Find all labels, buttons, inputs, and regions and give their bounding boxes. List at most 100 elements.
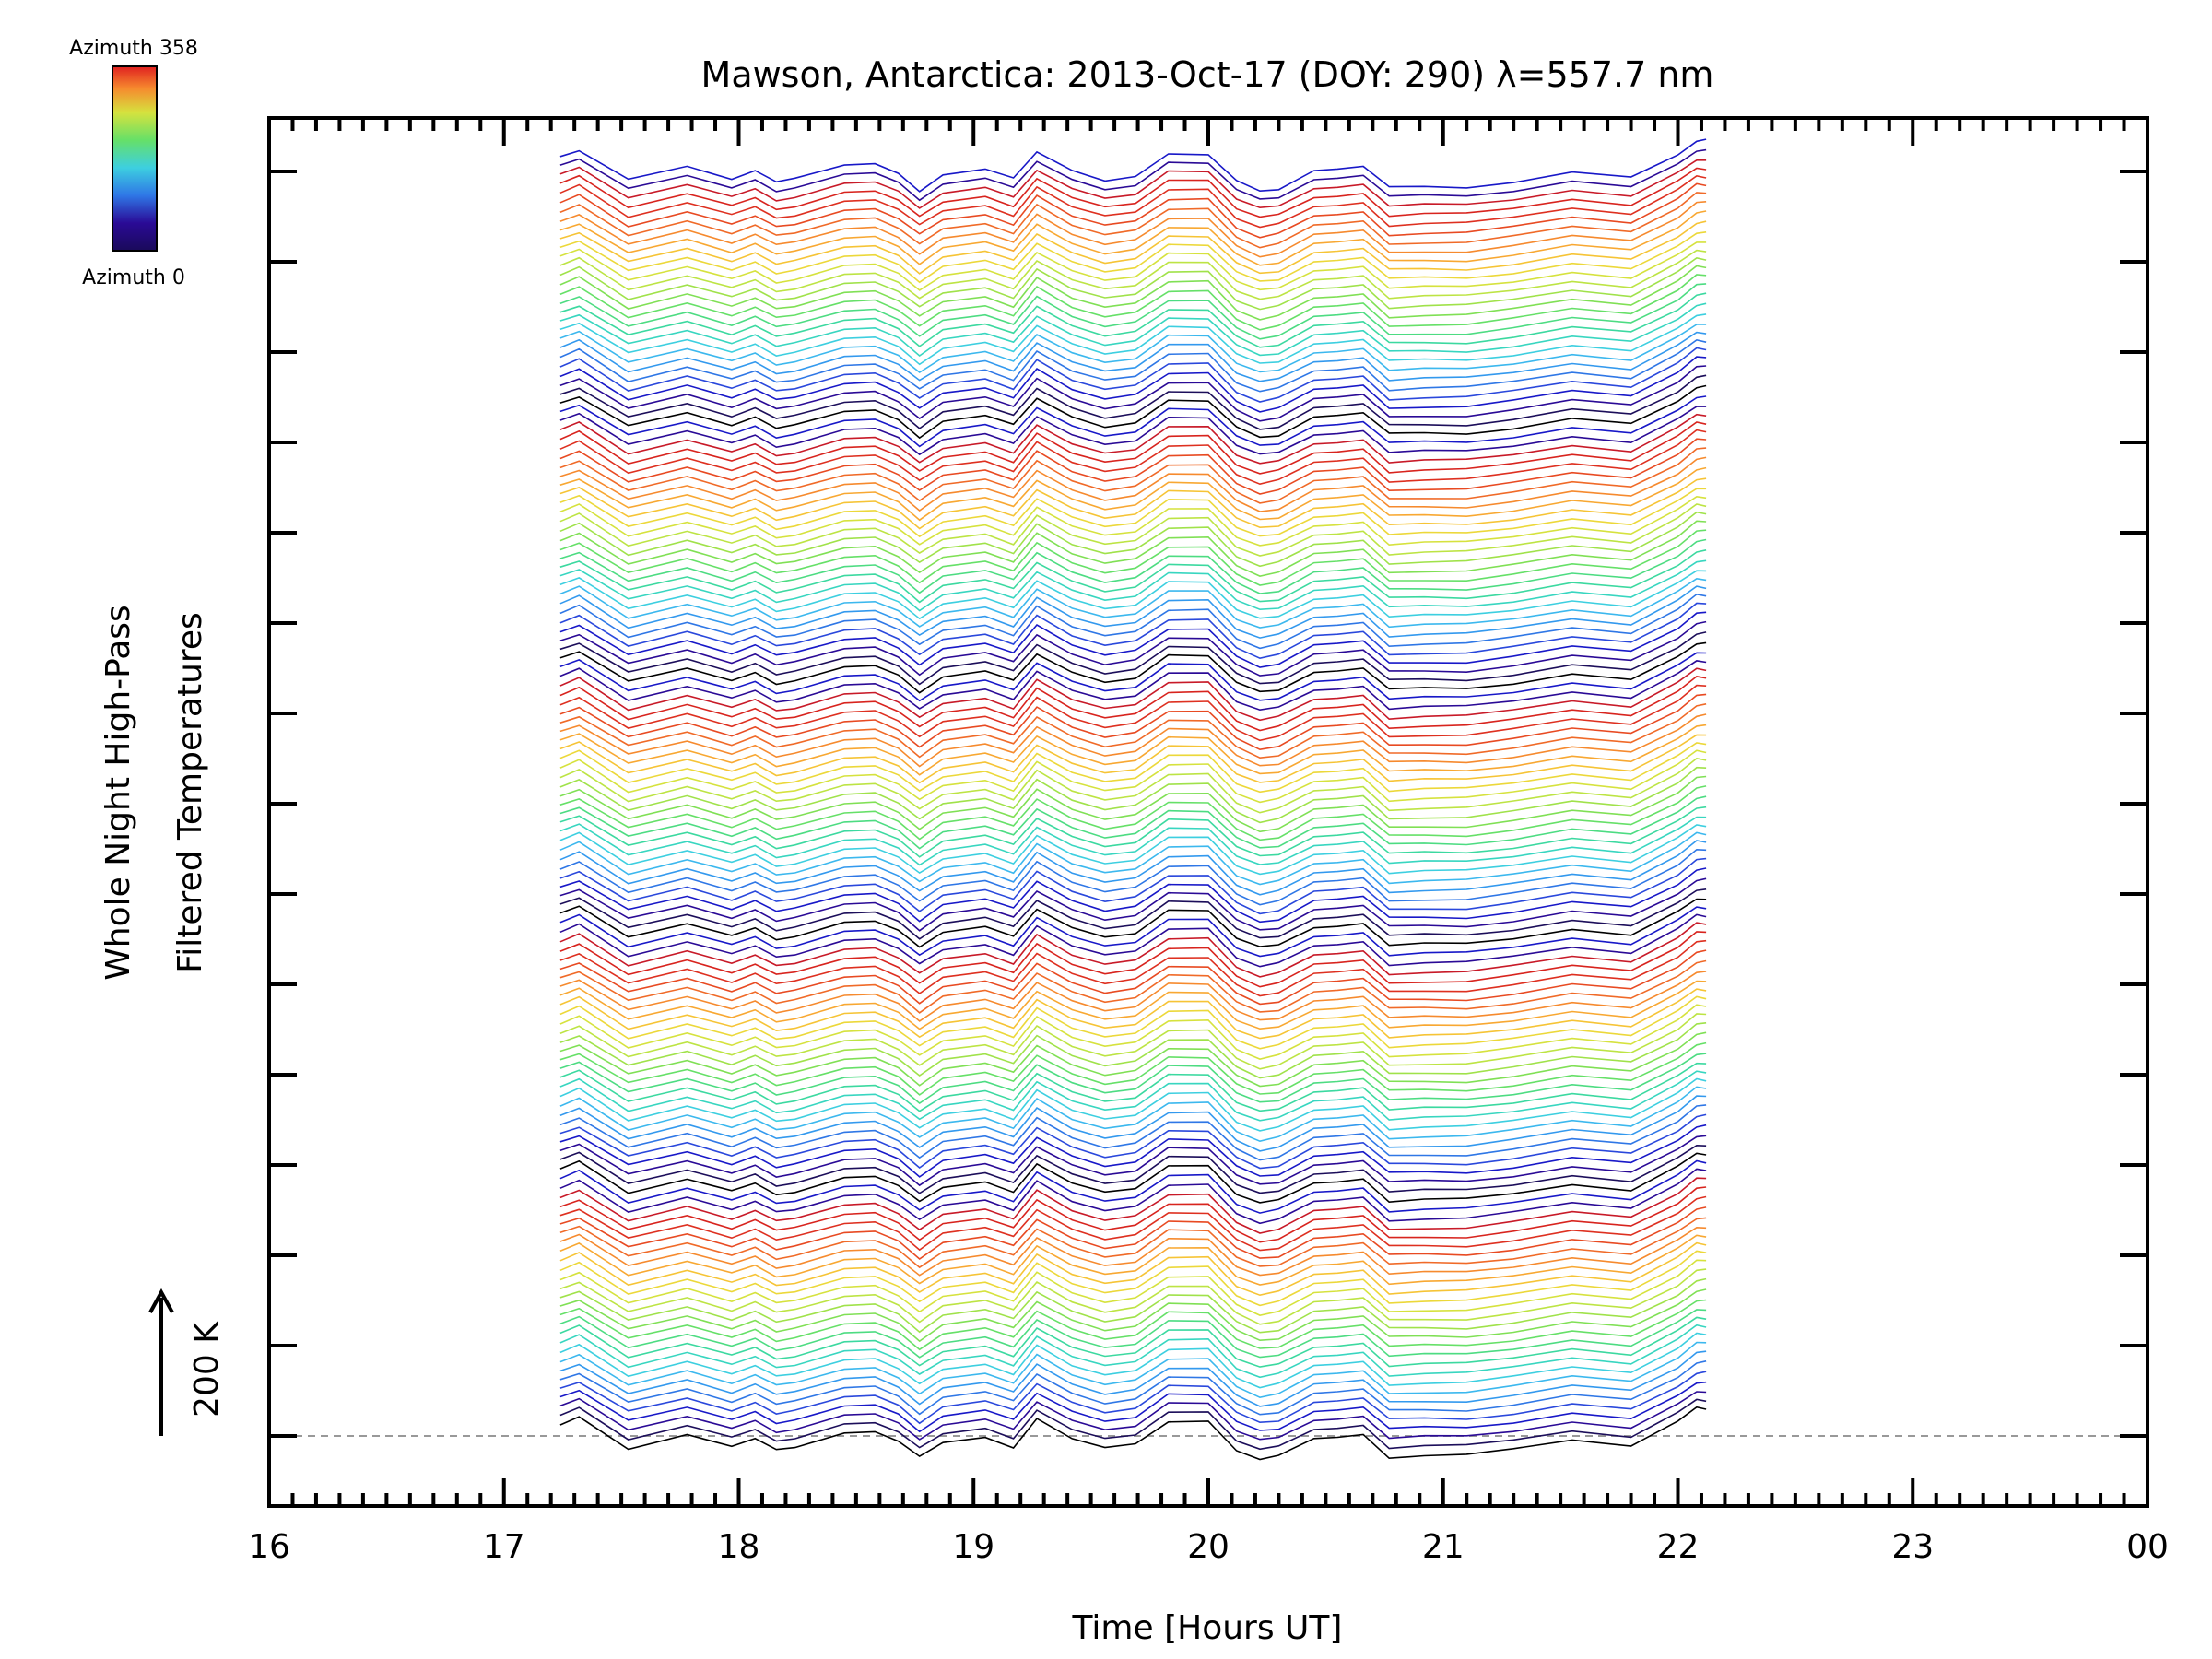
series-line bbox=[559, 758, 1707, 814]
series-line bbox=[559, 631, 1707, 686]
series-line bbox=[559, 1350, 1707, 1407]
series-line bbox=[559, 1259, 1707, 1316]
series-line bbox=[559, 988, 1707, 1040]
series-line bbox=[559, 1371, 1707, 1425]
series-line bbox=[559, 1324, 1707, 1379]
series-line bbox=[559, 413, 1707, 465]
series-line bbox=[559, 331, 1707, 382]
x-tick-label: 22 bbox=[1657, 1528, 1700, 1566]
series-line bbox=[559, 684, 1707, 742]
series-line bbox=[559, 1124, 1707, 1178]
series-line bbox=[559, 1391, 1707, 1441]
series-line bbox=[559, 734, 1707, 784]
series-line bbox=[559, 1004, 1707, 1060]
series-line bbox=[559, 1250, 1707, 1307]
series-line bbox=[559, 831, 1707, 886]
series-line bbox=[559, 995, 1707, 1050]
series-line bbox=[559, 1104, 1707, 1161]
chart-title: Mawson, Antarctica: 2013-Oct-17 (DOY: 29… bbox=[701, 54, 1714, 95]
series-line bbox=[559, 220, 1707, 275]
series-line bbox=[559, 1152, 1707, 1204]
series-line bbox=[559, 888, 1707, 940]
series-line bbox=[559, 742, 1707, 794]
series-line bbox=[559, 641, 1707, 694]
series-line bbox=[559, 980, 1707, 1030]
series-line bbox=[559, 324, 1707, 373]
x-tick-label: 20 bbox=[1187, 1528, 1230, 1566]
scale-arrow-head bbox=[148, 1288, 174, 1313]
series-line bbox=[559, 1316, 1707, 1368]
series-line bbox=[559, 906, 1707, 958]
series-line bbox=[559, 703, 1707, 759]
series-line bbox=[559, 652, 1707, 702]
series-line bbox=[559, 898, 1707, 948]
series-line bbox=[559, 503, 1707, 557]
series-line bbox=[559, 365, 1707, 422]
colorbar-bottom-label: Azimuth 0 bbox=[82, 266, 185, 289]
series-line bbox=[559, 824, 1707, 876]
series-line bbox=[559, 602, 1707, 660]
series-line bbox=[559, 1226, 1707, 1277]
series-line bbox=[559, 585, 1707, 639]
series-line bbox=[559, 1309, 1707, 1359]
series-line bbox=[559, 660, 1707, 712]
colorbar: Azimuth 358 Azimuth 0 bbox=[69, 37, 198, 289]
x-axis-label: Time [Hours UT] bbox=[1072, 1609, 1343, 1647]
x-tick-label: 18 bbox=[718, 1528, 760, 1566]
series-line bbox=[559, 1177, 1707, 1234]
series-line bbox=[559, 374, 1707, 430]
series-line bbox=[559, 447, 1707, 504]
series-line bbox=[559, 477, 1707, 530]
series-line bbox=[559, 570, 1707, 620]
series-line bbox=[559, 1288, 1707, 1343]
series-line bbox=[559, 877, 1707, 932]
series-line bbox=[559, 488, 1707, 538]
series-line bbox=[559, 159, 1707, 209]
series-line bbox=[559, 1013, 1707, 1070]
series-line bbox=[559, 265, 1707, 321]
series-line bbox=[559, 1053, 1707, 1104]
colorbar-top-label: Azimuth 358 bbox=[69, 37, 198, 60]
series-line bbox=[559, 182, 1707, 239]
series-line bbox=[559, 1381, 1707, 1433]
series-line bbox=[559, 1022, 1707, 1079]
series-line bbox=[559, 724, 1707, 776]
series-line bbox=[559, 1113, 1707, 1170]
series-line bbox=[559, 971, 1707, 1022]
series-line bbox=[559, 138, 1707, 193]
series-line bbox=[559, 201, 1707, 258]
series-line bbox=[559, 302, 1707, 358]
series-line bbox=[559, 1062, 1707, 1112]
y-axis-label: Whole Night High-Pass Filtered Temperatu… bbox=[100, 605, 209, 981]
series-line bbox=[559, 520, 1707, 577]
scale-indicator: 200 K bbox=[148, 1288, 226, 1436]
series-line bbox=[559, 356, 1707, 413]
series-line bbox=[559, 1299, 1707, 1351]
series-line bbox=[559, 292, 1707, 348]
series-line bbox=[559, 577, 1707, 629]
series-line bbox=[559, 456, 1707, 512]
series-line bbox=[559, 241, 1707, 291]
series-line bbox=[559, 466, 1707, 522]
series-line bbox=[559, 339, 1707, 393]
series-line bbox=[559, 867, 1707, 924]
series-line bbox=[559, 395, 1707, 448]
series-line bbox=[559, 231, 1707, 284]
series-line bbox=[559, 1077, 1707, 1132]
series-line bbox=[559, 1217, 1707, 1269]
series-line bbox=[559, 529, 1707, 586]
series-line bbox=[559, 713, 1707, 768]
series-line bbox=[559, 1135, 1707, 1187]
x-tick-label: 17 bbox=[483, 1528, 525, 1566]
series-line bbox=[559, 939, 1707, 997]
series-line bbox=[559, 559, 1707, 612]
series-line bbox=[559, 511, 1707, 568]
series-line bbox=[559, 174, 1707, 229]
series-line bbox=[559, 384, 1707, 440]
series-line bbox=[559, 249, 1707, 300]
series-line bbox=[559, 1144, 1707, 1194]
series-line bbox=[559, 593, 1707, 650]
series-line bbox=[559, 283, 1707, 340]
series-line bbox=[559, 210, 1707, 266]
